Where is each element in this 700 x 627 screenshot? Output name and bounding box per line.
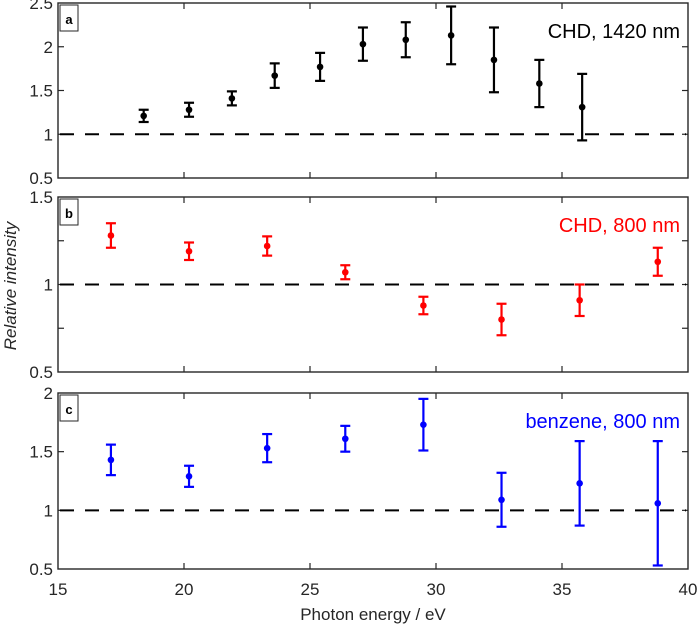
y-tick-label: 1.5	[29, 443, 53, 462]
data-point-group	[574, 283, 585, 318]
y-tick-label: 1.5	[29, 188, 53, 207]
data-point	[498, 316, 505, 323]
data-point	[654, 499, 662, 507]
data-point-group	[574, 440, 585, 527]
x-tick-label: 35	[553, 580, 572, 599]
series-annotation: CHD, 800 nm	[559, 215, 680, 237]
y-tick-label: 2	[44, 384, 53, 403]
data-point	[107, 232, 115, 239]
data-point	[578, 103, 586, 111]
panel-a: 0.5 1 1.5 2 2.5 a CHD, 1420 nm	[29, 0, 689, 188]
data-point	[402, 36, 410, 44]
panel-b: 0.5 1 1.5 b CHD, 800 nm	[29, 188, 689, 382]
panel-label: a	[65, 12, 73, 27]
panel-c: 0.5 1 1.5 2c benzene, 800 nm	[29, 384, 689, 579]
data-point	[140, 112, 147, 120]
data-point	[228, 95, 236, 102]
y-tick-label: 1.5	[29, 82, 53, 101]
y-tick-label: 1	[44, 125, 53, 144]
y-tick-label: 2	[44, 38, 53, 57]
data-point-group	[418, 397, 429, 452]
data-point-group	[262, 432, 273, 464]
data-point	[185, 247, 193, 255]
data-point	[316, 63, 324, 71]
data-point-group	[577, 72, 588, 142]
data-point	[420, 302, 427, 309]
y-axis-title: Relative intensity	[1, 220, 20, 350]
data-point	[447, 32, 455, 39]
panel-label-box	[59, 198, 79, 226]
data-point-group	[340, 424, 351, 453]
data-point	[420, 421, 427, 428]
data-point	[576, 296, 583, 304]
x-tick-label: 15	[49, 580, 68, 599]
y-tick-label: 1	[44, 276, 53, 295]
x-tick-label: 40	[679, 580, 698, 599]
panel-label: c	[65, 402, 72, 417]
data-point	[263, 444, 271, 452]
x-tick-label: 20	[175, 580, 194, 599]
data-point-group	[138, 108, 149, 124]
data-point-group	[488, 26, 499, 94]
data-point	[107, 456, 115, 464]
data-point	[359, 40, 367, 48]
data-point	[263, 242, 271, 250]
data-point-group	[357, 26, 368, 62]
series-annotation: CHD, 1420 nm	[548, 21, 680, 43]
data-point-group	[262, 235, 273, 257]
data-point	[271, 72, 279, 79]
data-point-group	[534, 58, 545, 109]
data-point-group	[652, 246, 663, 277]
panel-label-box	[59, 394, 79, 422]
data-point-group	[418, 295, 429, 316]
data-point	[576, 480, 583, 487]
data-point-group	[105, 222, 116, 249]
data-point	[654, 258, 662, 266]
data-point-group	[184, 464, 195, 488]
data-point	[341, 268, 349, 276]
y-tick-label: 0.5	[29, 169, 53, 188]
x-tick-label: 25	[301, 580, 320, 599]
plot-area	[57, 392, 689, 570]
panel-label: b	[65, 206, 73, 221]
data-point-group	[652, 440, 663, 567]
y-tick-label: 0.5	[29, 363, 53, 382]
data-point	[498, 496, 505, 504]
data-point-group	[340, 264, 351, 281]
data-point-group	[315, 51, 326, 82]
data-point	[341, 435, 349, 443]
y-tick-label: 1	[44, 501, 53, 520]
panel-label-box	[59, 4, 79, 32]
data-point	[536, 80, 543, 87]
data-point-group	[269, 62, 280, 89]
data-point	[185, 106, 193, 114]
x-axis-title: Photon energy / eV	[300, 605, 446, 624]
y-tick-label: 0.5	[29, 560, 53, 579]
data-point-group	[400, 21, 411, 59]
data-point-group	[446, 5, 457, 66]
data-point-group	[226, 90, 237, 107]
data-point-group	[496, 471, 507, 528]
data-point-group	[184, 101, 195, 118]
data-point	[185, 473, 193, 480]
series-annotation: benzene, 800 nm	[525, 411, 680, 433]
data-point	[490, 56, 498, 64]
data-point-group	[184, 241, 195, 262]
data-point-group	[105, 443, 116, 477]
data-point-group	[496, 302, 507, 337]
y-tick-label: 2.5	[29, 0, 53, 13]
x-tick-label: 30	[427, 580, 446, 599]
